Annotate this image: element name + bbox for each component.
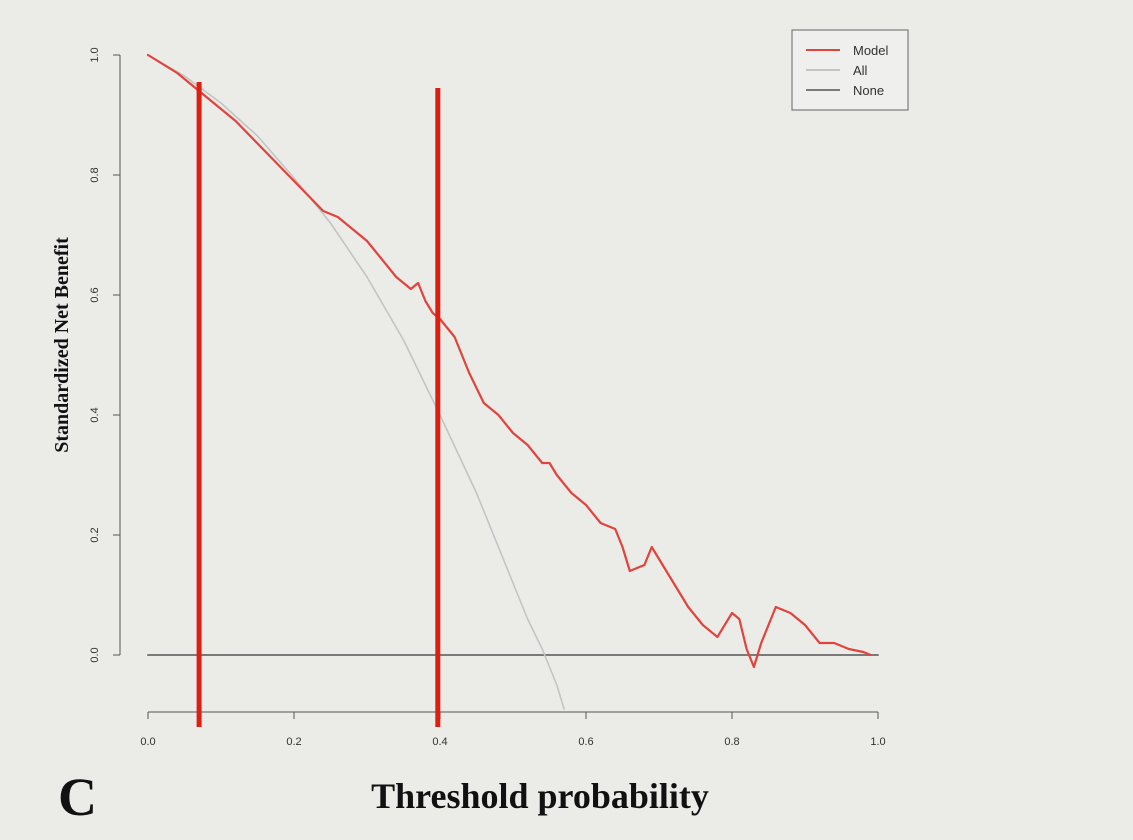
y-tick-label: 0.2: [89, 527, 101, 542]
series-line-all: [147, 54, 565, 710]
legend-entry-none: None: [853, 83, 884, 98]
y-tick-label: 0.0: [89, 647, 101, 662]
x-tick-label: 0.6: [578, 736, 593, 748]
legend-entry-all: All: [853, 63, 868, 78]
legend: Model All None: [791, 29, 909, 111]
x-tick-label: 0.8: [724, 736, 739, 748]
y-tick-label: 0.6: [89, 287, 101, 302]
marker-layer: [196, 82, 441, 727]
y-tick-label: 0.8: [89, 167, 101, 182]
series-line-model: [146, 53, 872, 669]
axes: 0.0 0.2 0.4 0.6 0.8 1.0 0.0 0.2 0.4 0.6 0.8 1.0: [89, 47, 886, 748]
y-tick-label: 0.4: [89, 407, 101, 422]
y-axis-label: Standardized Net Benefit: [51, 237, 73, 453]
series-layer: [146, 53, 879, 710]
y-tick-label: 1.0: [89, 47, 101, 62]
legend-entry-model: Model: [853, 43, 889, 58]
x-axis-label: Threshold probability: [371, 776, 709, 816]
x-tick-label: 1.0: [870, 736, 885, 748]
panel-label: C: [58, 767, 97, 827]
x-tick-label: 0.2: [286, 736, 301, 748]
x-tick-label: 0.0: [140, 736, 155, 748]
x-tick-label: 0.4: [432, 736, 447, 748]
